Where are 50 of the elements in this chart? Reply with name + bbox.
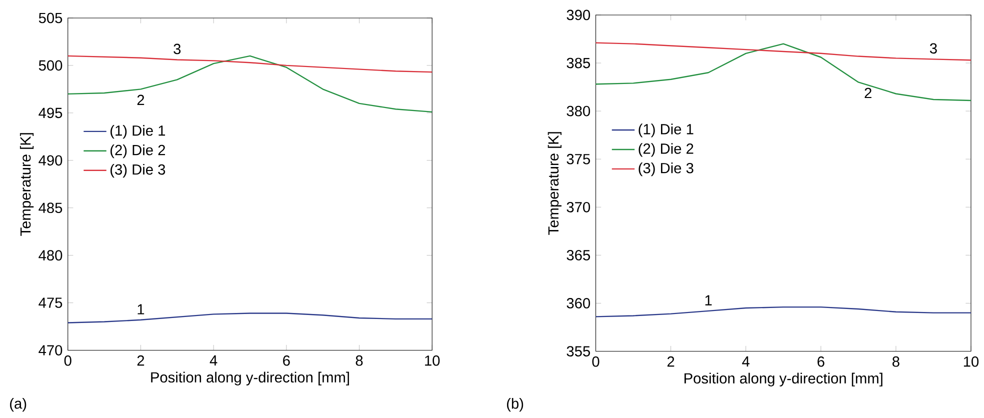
x-tick-label: 4 — [210, 355, 218, 366]
x-tick-label: 4 — [742, 356, 750, 366]
annotation: 2 — [137, 94, 144, 105]
y-tick-label: 355 — [566, 346, 590, 356]
legend-label: (1) Die 1 — [110, 124, 166, 139]
x-tick-label: 2 — [667, 356, 674, 367]
y-axis-title: Temperature [K] — [20, 133, 34, 236]
annotation: 1 — [138, 304, 144, 314]
annotation: 1 — [705, 295, 712, 306]
y-tick-label: 375 — [566, 154, 590, 164]
y-tick-label: 480 — [38, 250, 62, 260]
line-series — [595, 42, 972, 61]
line-series — [595, 306, 972, 318]
y-tick-label: 380 — [566, 106, 590, 116]
x-tick-label: 10 — [964, 356, 979, 367]
x-axis-title: Position along y-direction [mm] — [151, 372, 349, 386]
y-tick-label: 505 — [38, 12, 62, 24]
annotation: 3 — [930, 43, 937, 54]
y-tick-label: 360 — [566, 298, 590, 308]
y-tick-label: 485 — [38, 202, 62, 213]
line-series — [595, 43, 972, 102]
y-tick-label: 490 — [38, 155, 62, 166]
y-tick-label: 365 — [566, 250, 590, 260]
y-tick-label: 475 — [38, 298, 62, 308]
legend-label: (2) Die 2 — [638, 143, 694, 157]
x-tick-label: 8 — [892, 356, 900, 367]
y-tick-label: 500 — [38, 60, 62, 71]
text: (b) — [507, 398, 524, 412]
legend-label: (3) Die 3 — [110, 164, 166, 178]
annotation: 2 — [864, 88, 872, 98]
x-tick-label: 2 — [137, 355, 144, 366]
annotation: 3 — [174, 44, 181, 54]
text: (a) — [10, 398, 26, 412]
y-axis-title: Temperature [K] — [548, 132, 562, 235]
y-tick-label: 390 — [566, 10, 590, 20]
x-tick-label: 8 — [356, 355, 363, 366]
legend-label: (3) Die 3 — [638, 162, 694, 176]
legend-label: (1) Die 1 — [638, 124, 694, 138]
y-tick-label: 470 — [38, 345, 62, 356]
legend-label: (2) Die 2 — [110, 144, 165, 158]
x-tick-label: 6 — [283, 355, 290, 366]
y-tick-label: 495 — [38, 108, 62, 118]
x-axis-title: Position along y-direction [mm] — [684, 372, 882, 386]
x-tick-label: 6 — [818, 356, 824, 367]
line-series — [67, 55, 433, 112]
x-tick-label: 10 — [425, 355, 440, 366]
y-tick-label: 385 — [566, 58, 590, 68]
x-tick-label: 0 — [64, 355, 72, 366]
x-tick-label: 0 — [592, 356, 600, 367]
y-tick-label: 370 — [566, 202, 590, 212]
